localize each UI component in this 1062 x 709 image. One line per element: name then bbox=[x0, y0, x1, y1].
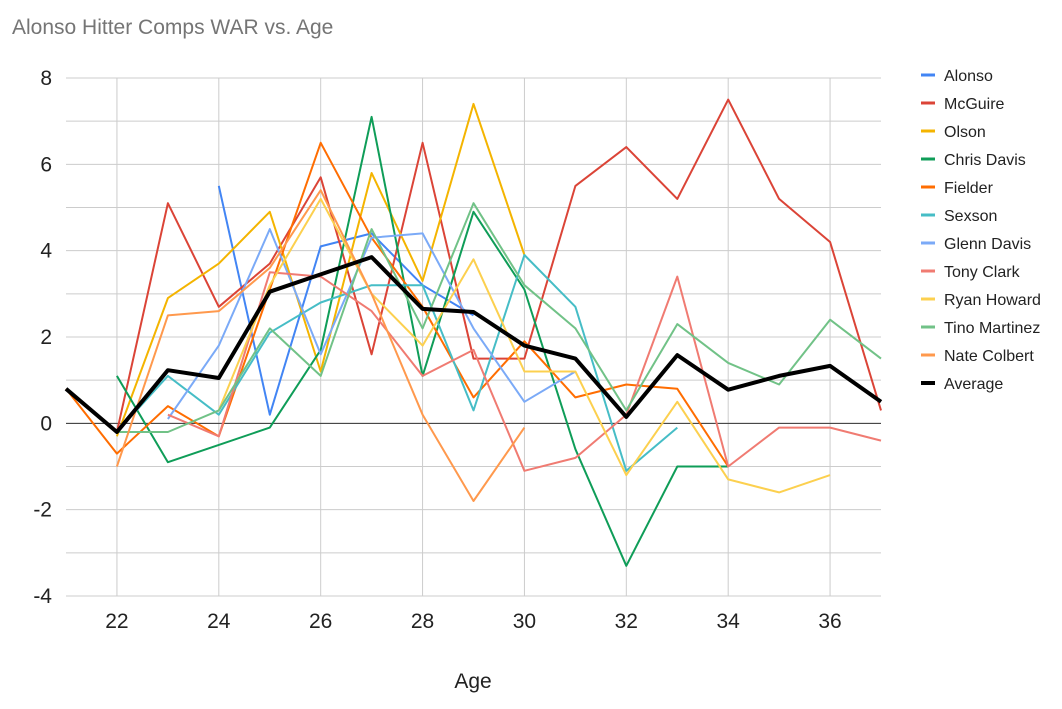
series-line-glenn-davis bbox=[167, 228, 576, 420]
legend-item[interactable]: Chris Davis bbox=[921, 152, 1026, 169]
series-line-olson bbox=[115, 102, 526, 437]
legend-label: Olson bbox=[944, 124, 986, 141]
legend-item[interactable]: McGuire bbox=[921, 96, 1005, 113]
legend-label: Alonso bbox=[944, 68, 993, 85]
x-tick-label: 24 bbox=[207, 610, 231, 633]
legend-item[interactable]: Olson bbox=[921, 124, 986, 141]
legend-item[interactable]: Tony Clark bbox=[921, 264, 1021, 281]
series-line-tony-clark bbox=[167, 271, 882, 472]
y-tick-label: 0 bbox=[40, 412, 52, 435]
series-line-tino-martinez bbox=[116, 202, 882, 433]
x-tick-label: 28 bbox=[411, 610, 434, 633]
y-tick-label: -4 bbox=[33, 585, 52, 608]
x-tick-label: 32 bbox=[615, 610, 638, 633]
legend-item[interactable]: Sexson bbox=[921, 208, 997, 225]
legend-label: Average bbox=[944, 376, 1003, 393]
series-line-nate-colbert bbox=[115, 189, 526, 502]
legend: Alonso McGuire Olson Chris Davis Fielder Sexs… bbox=[921, 68, 1041, 393]
legend-label: Glenn Davis bbox=[944, 236, 1031, 253]
legend-label: Sexson bbox=[944, 208, 997, 225]
legend-label: Fielder bbox=[944, 180, 994, 197]
chart-title: Alonso Hitter Comps WAR vs. Age bbox=[12, 16, 334, 39]
y-tick-label: 6 bbox=[40, 153, 52, 176]
series-line-sexson bbox=[116, 254, 678, 472]
series-line-mcguire bbox=[115, 98, 882, 433]
legend-label: Chris Davis bbox=[944, 152, 1026, 169]
legend-item[interactable]: Tino Martinez bbox=[921, 320, 1040, 337]
y-tick-label: 8 bbox=[40, 67, 52, 90]
legend-label: Tony Clark bbox=[944, 264, 1021, 281]
legend-item[interactable]: Fielder bbox=[921, 180, 994, 197]
x-tick-label: 26 bbox=[309, 610, 332, 633]
y-axis-ticks: -4 -2 0 2 4 6 8 bbox=[33, 67, 52, 608]
x-tick-label: 36 bbox=[818, 610, 841, 633]
y-tick-label: 4 bbox=[40, 240, 52, 263]
series-line-average bbox=[64, 255, 883, 434]
legend-label: Nate Colbert bbox=[944, 348, 1034, 365]
x-tick-label: 22 bbox=[105, 610, 128, 633]
y-tick-label: 2 bbox=[40, 326, 52, 349]
legend-item[interactable]: Glenn Davis bbox=[921, 236, 1031, 253]
x-axis-ticks: 22 24 26 28 30 32 34 36 bbox=[105, 610, 841, 633]
legend-label: Tino Martinez bbox=[944, 320, 1040, 337]
y-tick-label: -2 bbox=[33, 499, 52, 522]
x-tick-label: 30 bbox=[513, 610, 536, 633]
legend-item[interactable]: Nate Colbert bbox=[921, 348, 1034, 365]
legend-item[interactable]: Alonso bbox=[921, 68, 993, 85]
x-tick-label: 34 bbox=[717, 610, 741, 633]
legend-item[interactable]: Ryan Howard bbox=[921, 292, 1041, 309]
series-lines bbox=[64, 98, 883, 567]
series-line-ryan-howard bbox=[217, 197, 831, 494]
legend-label: McGuire bbox=[944, 96, 1005, 113]
grid bbox=[66, 77, 881, 597]
x-axis-label: Age bbox=[454, 670, 491, 693]
legend-item[interactable]: Average bbox=[921, 376, 1003, 393]
legend-label: Ryan Howard bbox=[944, 292, 1041, 309]
